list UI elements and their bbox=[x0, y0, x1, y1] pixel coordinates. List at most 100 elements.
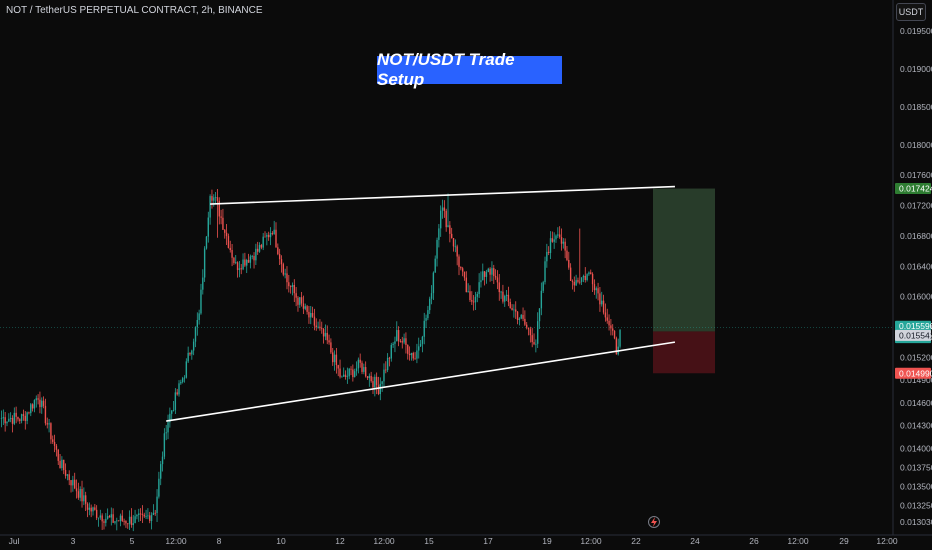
candle-body bbox=[502, 291, 504, 302]
candle-body bbox=[557, 234, 559, 236]
candle-body bbox=[328, 340, 330, 343]
candle-body bbox=[116, 520, 118, 522]
candle-body bbox=[527, 327, 530, 330]
candle-body bbox=[337, 365, 339, 369]
candle-body bbox=[520, 314, 522, 319]
y-tick-label: 0.013750 bbox=[900, 462, 932, 472]
candle-body bbox=[0, 418, 3, 419]
candle-body bbox=[571, 280, 574, 282]
candle-body bbox=[24, 415, 26, 421]
candle-body bbox=[416, 350, 418, 359]
y-tick-label: 0.016400 bbox=[900, 261, 932, 271]
candle-body bbox=[489, 268, 491, 275]
candle-body bbox=[429, 298, 431, 311]
candle-body bbox=[291, 284, 294, 287]
x-tick-label: 5 bbox=[130, 536, 135, 546]
candle-body bbox=[346, 376, 349, 378]
candle-body bbox=[275, 229, 277, 248]
candle-body bbox=[379, 383, 382, 395]
candle-body bbox=[74, 479, 76, 489]
candle-body bbox=[271, 233, 274, 235]
candle-body bbox=[165, 432, 167, 434]
candle-body bbox=[471, 300, 473, 302]
candle-body bbox=[187, 352, 189, 362]
candle-body bbox=[249, 256, 252, 263]
candle-body bbox=[584, 275, 586, 281]
candle-body bbox=[20, 414, 23, 421]
candle-body bbox=[425, 318, 427, 321]
candle-body bbox=[615, 338, 618, 355]
candle-body bbox=[251, 256, 253, 257]
candle-body bbox=[269, 233, 272, 238]
candle-body bbox=[476, 294, 478, 297]
candle-body bbox=[209, 196, 211, 218]
candle-body bbox=[225, 232, 228, 237]
candle-body bbox=[359, 359, 361, 363]
candle-body bbox=[77, 491, 80, 498]
candle-body bbox=[445, 210, 447, 228]
x-tick-label: 17 bbox=[483, 536, 493, 546]
candle-body bbox=[505, 294, 508, 297]
candle-body bbox=[366, 376, 369, 379]
candle-body bbox=[396, 330, 398, 342]
candle-body bbox=[388, 357, 391, 359]
y-tick-label: 0.013250 bbox=[900, 500, 932, 510]
candle-body bbox=[8, 418, 10, 422]
candle-body bbox=[438, 228, 440, 240]
candle-body bbox=[240, 268, 242, 270]
lower-support-trendline[interactable] bbox=[166, 341, 676, 422]
currency-button[interactable]: USDT bbox=[896, 3, 926, 21]
candle-body bbox=[569, 267, 572, 281]
candle-body bbox=[50, 423, 52, 440]
candle-body bbox=[478, 282, 480, 295]
candle-body bbox=[335, 354, 338, 366]
candle-body bbox=[364, 367, 367, 377]
candle-body bbox=[236, 262, 239, 270]
candle-body bbox=[551, 238, 554, 242]
current-price-label: 0.015590 bbox=[899, 321, 932, 331]
candle-body bbox=[211, 196, 213, 201]
candle-body bbox=[333, 354, 336, 363]
candle-body bbox=[143, 514, 145, 517]
candle-body bbox=[432, 272, 435, 294]
take-profit-price-label-bg bbox=[895, 183, 931, 195]
y-tick-label: 0.019000 bbox=[900, 64, 932, 74]
candle-body bbox=[48, 423, 50, 425]
candle-body bbox=[332, 352, 334, 363]
x-tick-label: 10 bbox=[276, 536, 286, 546]
candle-body bbox=[68, 474, 70, 481]
y-tick-label: 0.017200 bbox=[900, 201, 932, 211]
candle-body bbox=[344, 374, 347, 378]
candle-body bbox=[485, 272, 488, 277]
candle-body bbox=[108, 516, 111, 518]
candle-body bbox=[441, 207, 444, 211]
candle-body bbox=[59, 460, 61, 469]
entry-price-label: 0.015541 bbox=[899, 330, 932, 340]
candle-body bbox=[297, 297, 299, 305]
upper-resistance-trendline[interactable] bbox=[210, 185, 675, 205]
x-tick-label: 12:00 bbox=[876, 536, 898, 546]
candle-body bbox=[92, 507, 94, 512]
candle-body bbox=[421, 336, 424, 344]
candle-body bbox=[132, 523, 134, 526]
candle-body bbox=[558, 234, 561, 237]
candle-body bbox=[167, 422, 169, 433]
candle-body bbox=[601, 300, 603, 305]
symbol-header: NOT / TetherUS PERPETUAL CONTRACT, 2h, B… bbox=[6, 5, 263, 16]
candle-body bbox=[619, 330, 621, 347]
candle-body bbox=[200, 289, 202, 314]
x-tick-label: Jul bbox=[9, 536, 20, 546]
event-lightning-icon[interactable] bbox=[648, 516, 660, 528]
candle-body bbox=[262, 236, 264, 248]
candle-body bbox=[101, 515, 103, 522]
candle-body bbox=[456, 246, 458, 257]
candle-body bbox=[321, 328, 323, 329]
candle-body bbox=[450, 233, 453, 239]
candle-body bbox=[6, 421, 8, 424]
candle-body bbox=[590, 272, 592, 274]
candle-body bbox=[319, 326, 321, 329]
candle-body bbox=[203, 248, 206, 278]
candle-body bbox=[579, 281, 581, 283]
candle-body bbox=[410, 352, 413, 356]
